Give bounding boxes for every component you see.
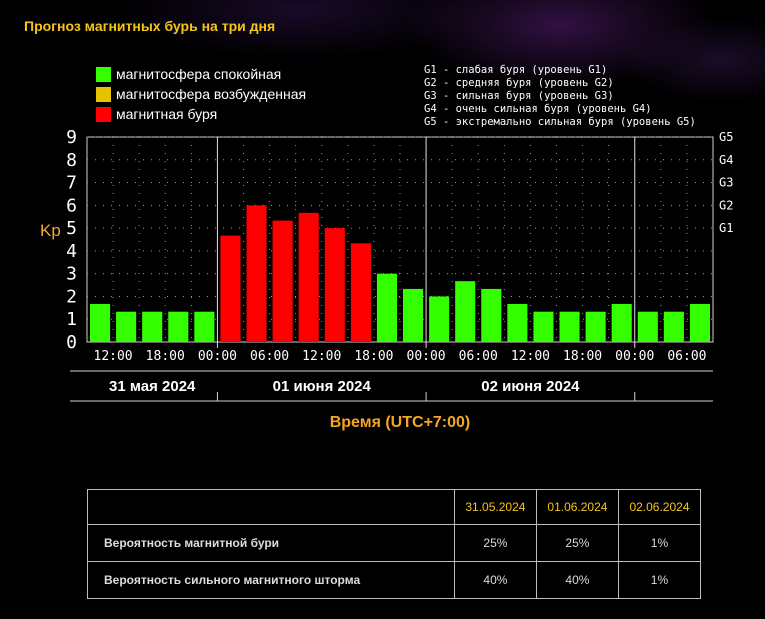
x-axis-label: Время (UTC+7:00) xyxy=(330,414,471,431)
table-header-empty xyxy=(87,489,455,525)
legend: магнитосфера спокойная магнитосфера возб… xyxy=(96,64,306,124)
kp-bar xyxy=(689,303,710,342)
table-cell: 25% xyxy=(453,524,537,562)
kp-bar xyxy=(559,311,580,342)
y-tick-label: 4 xyxy=(66,241,77,262)
date-label: 01 июня 2024 xyxy=(273,378,372,395)
kp-bar xyxy=(533,311,554,342)
legend-swatch-quiet xyxy=(96,66,111,82)
table-header-date: 02.06.2024 xyxy=(617,489,702,525)
g-tick-label: G5 xyxy=(719,130,733,144)
y-tick-label: 0 xyxy=(66,332,77,353)
x-tick-label: 18:00 xyxy=(354,349,393,364)
x-tick-label: 00:00 xyxy=(407,349,446,364)
legend-swatch-storm xyxy=(96,106,111,122)
x-tick-label: 00:00 xyxy=(615,349,654,364)
table-cell: 1% xyxy=(617,561,702,599)
g-level-3: G3 - сильная буря (уровень G3) xyxy=(424,90,614,102)
x-tick-label: 12:00 xyxy=(302,349,341,364)
table-header-row: 31.05.2024 01.06.2024 02.06.2024 xyxy=(87,489,702,525)
kp-bar xyxy=(663,311,684,342)
table-row-label: Вероятность сильного магнитного шторма xyxy=(87,561,455,599)
table-cell: 40% xyxy=(453,561,537,599)
legend-label-storm: магнитная буря xyxy=(116,106,218,122)
kp-bar xyxy=(611,303,632,342)
kp-bar xyxy=(429,296,450,342)
y-tick-label: 2 xyxy=(66,286,77,307)
y-tick-label: 3 xyxy=(66,264,77,285)
g-level-legend: G1 - слабая буря (уровень G1) G2 - средн… xyxy=(424,64,696,129)
table-header-date: 01.06.2024 xyxy=(535,489,619,525)
kp-bar xyxy=(272,220,293,342)
x-tick-label: 12:00 xyxy=(511,349,550,364)
x-tick-label: 12:00 xyxy=(94,349,133,364)
table-cell: 1% xyxy=(617,524,702,562)
g-level-4: G4 - очень сильная буря (уровень G4) xyxy=(424,103,652,115)
x-tick-label: 00:00 xyxy=(198,349,237,364)
table-cell: 40% xyxy=(535,561,619,599)
kp-bar xyxy=(116,311,137,342)
g-tick-label: G3 xyxy=(719,176,733,190)
legend-swatch-active xyxy=(96,86,111,102)
table-row-label: Вероятность магнитной бури xyxy=(87,524,455,562)
kp-bar xyxy=(376,273,397,342)
background-glow xyxy=(0,0,765,140)
table-header-date: 31.05.2024 xyxy=(453,489,537,525)
x-tick-label: 06:00 xyxy=(250,349,289,364)
x-tick-label: 18:00 xyxy=(146,349,185,364)
x-tick-label: 06:00 xyxy=(667,349,706,364)
y-axis-label: Kp xyxy=(40,221,61,240)
date-label: 02 июня 2024 xyxy=(481,378,580,395)
kp-bar xyxy=(455,281,476,342)
legend-item-active: магнитосфера возбужденная xyxy=(96,84,306,104)
g-tick-label: G2 xyxy=(719,198,733,212)
y-tick-label: 5 xyxy=(66,218,77,239)
kp-bar xyxy=(246,205,267,342)
probability-table: 31.05.2024 01.06.2024 02.06.2024 Вероятн… xyxy=(87,489,702,599)
kp-bar xyxy=(585,311,606,342)
legend-item-quiet: магнитосфера спокойная xyxy=(96,64,306,84)
y-tick-label: 8 xyxy=(66,150,77,171)
y-tick-label: 6 xyxy=(66,195,77,216)
g-tick-label: G1 xyxy=(719,221,733,235)
kp-bar xyxy=(324,228,345,342)
kp-bar xyxy=(637,311,658,342)
table-cell: 25% xyxy=(535,524,619,562)
kp-bar xyxy=(350,243,371,342)
kp-bar xyxy=(298,212,319,342)
kp-bar xyxy=(403,288,424,342)
kp-bar xyxy=(90,303,111,342)
kp-bar xyxy=(168,311,189,342)
table-row: Вероятность сильного магнитного шторма 4… xyxy=(87,561,702,599)
kp-bar xyxy=(507,303,528,342)
legend-item-storm: магнитная буря xyxy=(96,104,306,124)
date-label: 31 мая 2024 xyxy=(109,378,196,395)
g-level-5: G5 - экстремально сильная буря (уровень … xyxy=(424,116,696,128)
legend-label-quiet: магнитосфера спокойная xyxy=(116,66,282,82)
kp-bar xyxy=(194,311,215,342)
y-tick-label: 9 xyxy=(66,127,77,148)
g-tick-label: G4 xyxy=(719,153,733,167)
page-title: Прогноз магнитных бурь на три дня xyxy=(24,18,276,34)
y-tick-label: 7 xyxy=(66,173,77,194)
kp-bar xyxy=(142,311,163,342)
legend-label-active: магнитосфера возбужденная xyxy=(116,86,307,102)
x-tick-label: 06:00 xyxy=(459,349,498,364)
kp-bar xyxy=(481,288,502,342)
g-level-2: G2 - средняя буря (уровень G2) xyxy=(424,77,614,89)
x-tick-label: 18:00 xyxy=(563,349,602,364)
table-row: Вероятность магнитной бури 25% 25% 1% xyxy=(87,524,702,562)
y-tick-label: 1 xyxy=(66,309,77,330)
kp-bar xyxy=(220,235,241,342)
g-level-1: G1 - слабая буря (уровень G1) xyxy=(424,64,608,76)
